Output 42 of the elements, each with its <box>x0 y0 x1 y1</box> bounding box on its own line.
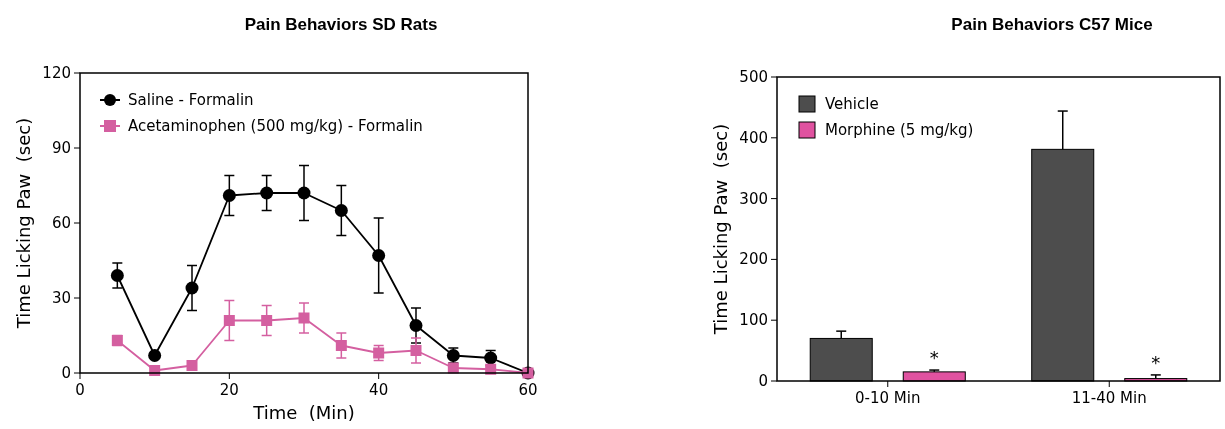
legend-label: Saline - Formalin <box>128 91 254 109</box>
point <box>110 269 124 282</box>
y-tick-label: 0 <box>61 364 71 382</box>
x-tick-label: 20 <box>219 381 239 399</box>
point <box>335 340 347 351</box>
x-axis-title: Time (Min) <box>252 402 355 423</box>
point <box>260 186 274 200</box>
y-tick-label: 300 <box>739 189 768 208</box>
legend-label: Morphine (5 mg/kg) <box>825 121 974 139</box>
x-tick-label: 11-40 Min <box>1071 389 1147 407</box>
y-tick-label: 400 <box>739 128 768 147</box>
legend-label: Vehicle <box>825 95 879 113</box>
point <box>186 360 198 371</box>
point <box>410 345 422 356</box>
y-axis-title: Time Licking Paw (sec) <box>710 123 731 336</box>
y-tick-label: 500 <box>739 68 768 86</box>
legend-label: Acetaminophen (500 mg/kg) - Formalin <box>128 117 423 135</box>
annotation: * <box>929 347 939 369</box>
point <box>222 189 236 202</box>
y-tick-label: 60 <box>51 214 71 232</box>
point <box>297 186 311 200</box>
x-tick-label: 0 <box>75 381 85 399</box>
y-tick-label: 90 <box>51 139 71 157</box>
chart-title: Pain Behaviors SD Rats <box>244 15 438 34</box>
point <box>148 349 162 362</box>
y-axis-title: Time Licking Paw (sec) <box>13 117 34 330</box>
point <box>261 315 273 326</box>
y-tick-label: 120 <box>42 64 71 82</box>
point <box>334 204 348 217</box>
y-tick-label: 30 <box>51 289 71 307</box>
annotation: * <box>1151 351 1161 373</box>
point <box>223 315 235 326</box>
point <box>409 319 423 332</box>
point <box>372 249 386 262</box>
x-tick-label: 0-10 Min <box>855 389 921 407</box>
x-tick-label: 60 <box>518 381 538 399</box>
y-tick-label: 200 <box>739 250 768 269</box>
point <box>298 312 310 324</box>
point <box>185 281 199 295</box>
x-tick-label: 40 <box>369 381 389 399</box>
chart-title: Pain Behaviors C57 Mice <box>951 15 1153 34</box>
y-tick-label: 100 <box>739 311 768 330</box>
